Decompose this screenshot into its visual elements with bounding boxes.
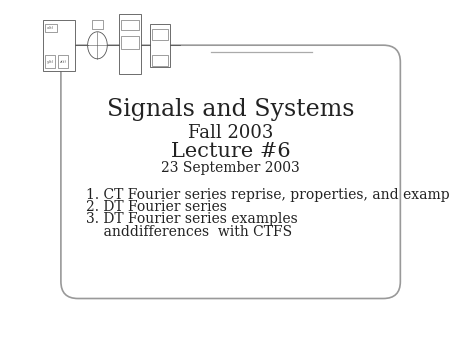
Text: z(t): z(t) bbox=[59, 59, 67, 64]
Bar bbox=[153, 29, 168, 40]
FancyBboxPatch shape bbox=[61, 45, 400, 298]
Text: anddifferences  with CTFS: anddifferences with CTFS bbox=[86, 224, 292, 239]
Text: y(t): y(t) bbox=[47, 59, 54, 64]
Text: 3. DT Fourier series examples: 3. DT Fourier series examples bbox=[86, 212, 297, 226]
Bar bbox=[150, 24, 170, 67]
Text: 2. DT Fourier series: 2. DT Fourier series bbox=[86, 200, 226, 214]
Bar bbox=[58, 55, 68, 68]
Bar bbox=[45, 24, 57, 32]
Bar bbox=[119, 14, 141, 74]
Text: Lecture #6: Lecture #6 bbox=[171, 142, 290, 161]
Bar bbox=[121, 36, 139, 49]
Text: Fall 2003: Fall 2003 bbox=[188, 124, 273, 142]
Bar bbox=[45, 55, 55, 68]
Text: 23 September 2003: 23 September 2003 bbox=[161, 161, 300, 175]
Text: x(t): x(t) bbox=[47, 26, 54, 30]
Circle shape bbox=[88, 32, 107, 59]
Text: Signals and Systems: Signals and Systems bbox=[107, 98, 355, 121]
Bar bbox=[121, 20, 139, 30]
Text: 1. CT Fourier series reprise, properties, and examples: 1. CT Fourier series reprise, properties… bbox=[86, 188, 450, 201]
Bar bbox=[153, 55, 168, 66]
Bar bbox=[44, 20, 75, 71]
Bar bbox=[91, 20, 104, 29]
